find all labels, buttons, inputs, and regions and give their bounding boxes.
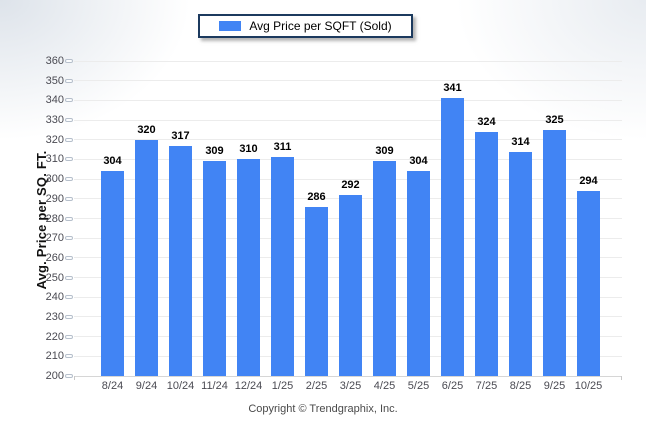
bar-value-label: 309	[375, 145, 394, 158]
bar-value-label: 310	[239, 143, 258, 156]
bar	[101, 171, 124, 376]
x-tick-label: 9/25	[543, 380, 566, 392]
x-tick-label: 10/24	[166, 380, 195, 392]
y-tick-label: 200	[45, 370, 64, 382]
y-axis: 200 210 220 230 240 250 260 270 280 290 300 310 320 3…	[0, 55, 74, 382]
x-tick-label: 9/24	[135, 380, 158, 392]
gridline	[74, 119, 622, 121]
y-tick-mark-icon	[65, 177, 73, 182]
x-tick-label: 10/25	[574, 380, 603, 392]
y-tick-mark-icon	[65, 295, 73, 300]
bar-value-label: 304	[103, 155, 122, 168]
y-tick-mark-icon	[65, 118, 73, 123]
bar-value-label: 341	[443, 82, 462, 95]
bar-value-label: 314	[511, 135, 530, 148]
gridline	[74, 158, 622, 160]
bar-value-label: 320	[137, 123, 156, 136]
bar	[509, 151, 532, 376]
y-tick-mark-icon	[65, 137, 73, 142]
y-tick-mark-icon	[65, 78, 73, 83]
y-tick-label: 210	[45, 350, 64, 363]
bar	[543, 129, 566, 376]
gridline	[74, 139, 622, 141]
y-tick-label: 230	[45, 310, 64, 323]
bar	[441, 98, 464, 376]
bar	[203, 161, 226, 376]
y-tick-mark-icon	[65, 334, 73, 339]
legend: Avg Price per SQFT (Sold)	[198, 14, 413, 38]
x-tick-label: 4/25	[373, 380, 396, 392]
gridline	[74, 99, 622, 101]
x-tick-label: 12/24	[234, 380, 263, 392]
x-tick-label: 5/25	[407, 380, 430, 392]
x-tick-label: 1/25	[271, 380, 294, 392]
y-tick-mark-icon	[65, 216, 73, 221]
y-tick-label: 250	[45, 271, 64, 284]
bar	[271, 157, 294, 376]
y-tick-mark-icon	[65, 157, 73, 162]
bar	[475, 131, 498, 376]
y-tick-mark-icon	[65, 374, 73, 378]
x-axis-end-tick-icon	[621, 376, 622, 380]
bar	[407, 171, 430, 376]
y-tick-label: 330	[45, 114, 64, 127]
bar-value-label: 317	[171, 129, 190, 142]
x-tick-label: 2/25	[305, 380, 328, 392]
y-tick-mark-icon	[65, 275, 73, 280]
gridline	[74, 178, 622, 180]
bar	[577, 190, 600, 376]
bar	[373, 161, 396, 376]
y-tick-label: 290	[45, 192, 64, 205]
x-tick-label: 6/25	[441, 380, 464, 392]
y-tick-label: 310	[45, 153, 64, 166]
y-tick-label: 240	[45, 291, 64, 304]
gridline	[74, 80, 622, 82]
gridline	[74, 60, 622, 62]
x-axis-end-tick-icon	[74, 376, 75, 380]
bar-value-label: 292	[341, 178, 360, 191]
y-tick-label: 260	[45, 251, 64, 264]
y-tick-label: 350	[45, 74, 64, 87]
bar-value-label: 304	[409, 155, 428, 168]
legend-swatch-icon	[219, 21, 242, 31]
bar	[305, 206, 328, 376]
bar	[135, 139, 158, 376]
y-tick-label: 280	[45, 212, 64, 225]
bar-value-label: 325	[545, 113, 564, 126]
bar-value-label: 324	[477, 115, 496, 128]
y-tick-label: 300	[45, 173, 64, 186]
x-tick-label: 8/25	[509, 380, 532, 392]
y-tick-mark-icon	[65, 98, 73, 103]
y-tick-label: 220	[45, 330, 64, 343]
bar	[339, 194, 362, 376]
y-tick-mark-icon	[65, 354, 73, 359]
y-tick-label: 360	[45, 55, 64, 67]
bar-value-label: 294	[579, 174, 598, 187]
x-tick-label: 11/24	[201, 380, 228, 392]
x-axis: 8/24 9/24 10/24 11/24 12/24 1/25 2/25 3/25 4/25 5…	[74, 380, 622, 396]
y-tick-mark-icon	[65, 236, 73, 241]
x-tick-label: 3/25	[339, 380, 362, 392]
bar-value-label: 311	[273, 141, 292, 154]
y-tick-mark-icon	[65, 59, 73, 63]
copyright-text: Copyright © Trendgraphix, Inc.	[248, 403, 398, 415]
y-tick-label: 340	[45, 94, 64, 107]
y-tick-label: 320	[45, 133, 64, 146]
legend-label: Avg Price per SQFT (Sold)	[249, 19, 392, 33]
bar-value-label: 286	[307, 190, 326, 203]
x-tick-label: 7/25	[475, 380, 498, 392]
plot-area: 304 320 317 309 310 311 286 292 309 304 341 324 314 3…	[74, 60, 622, 380]
bar	[237, 159, 260, 376]
y-tick-mark-icon	[65, 314, 73, 319]
bar	[169, 145, 192, 376]
x-tick-label: 8/24	[101, 380, 124, 392]
y-tick-mark-icon	[65, 196, 73, 201]
y-tick-mark-icon	[65, 255, 73, 260]
bar-value-label: 309	[205, 145, 224, 158]
y-tick-label: 270	[45, 232, 64, 245]
